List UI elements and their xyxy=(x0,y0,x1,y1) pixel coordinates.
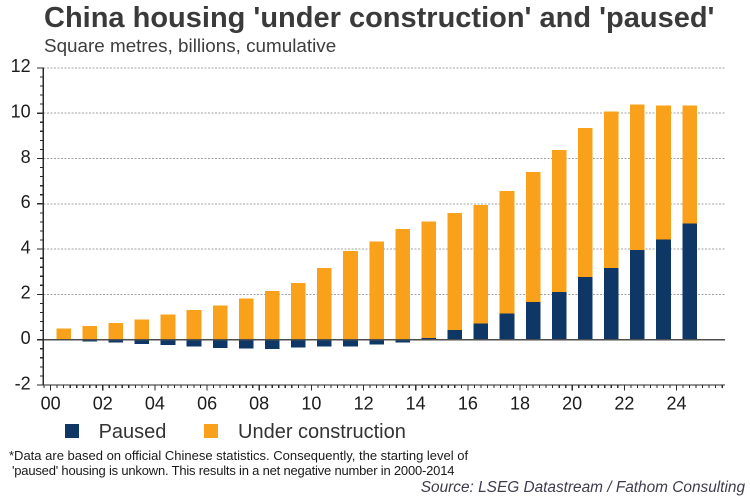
svg-text:24: 24 xyxy=(666,394,686,414)
svg-text:04: 04 xyxy=(145,394,165,414)
svg-text:0: 0 xyxy=(21,328,31,348)
svg-text:8: 8 xyxy=(21,147,31,167)
svg-text:18: 18 xyxy=(510,394,530,414)
svg-text:08: 08 xyxy=(249,394,269,414)
svg-text:06: 06 xyxy=(197,394,217,414)
svg-text:12: 12 xyxy=(354,394,374,414)
svg-text:22: 22 xyxy=(614,394,634,414)
svg-text:-2: -2 xyxy=(15,373,31,393)
svg-text:2: 2 xyxy=(21,283,31,303)
svg-text:6: 6 xyxy=(21,192,31,212)
svg-text:4: 4 xyxy=(21,237,31,257)
svg-text:16: 16 xyxy=(458,394,478,414)
svg-text:00: 00 xyxy=(41,394,61,414)
svg-text:10: 10 xyxy=(301,394,321,414)
svg-text:12: 12 xyxy=(11,56,31,76)
svg-text:10: 10 xyxy=(11,102,31,122)
svg-text:02: 02 xyxy=(93,394,113,414)
svg-text:14: 14 xyxy=(406,394,426,414)
svg-text:20: 20 xyxy=(562,394,582,414)
